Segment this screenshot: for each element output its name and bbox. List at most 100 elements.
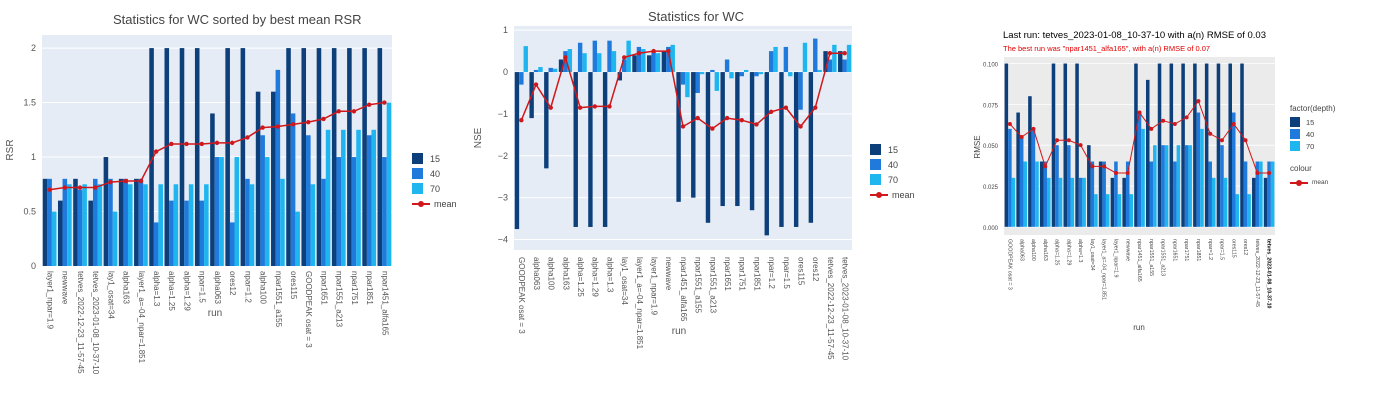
x-tick-label: layer1_npar=1.9 [1113,239,1119,277]
bar-70 [1176,145,1181,227]
x-tick-label: alpha100 [1030,239,1036,261]
bar-40 [260,135,265,266]
bar-15 [103,157,109,266]
bar-70 [817,69,822,73]
bar-15 [661,51,667,73]
mean-point [1125,170,1130,175]
x-tick-label: npar1551_a155 [274,271,283,328]
rmse-chart: 0.000 0.025 0.050 0.075 0.100 GOODPEAK osat =… [973,57,1275,332]
bar-40 [1184,145,1189,227]
legend-item-mean[interactable]: mean [870,187,915,202]
legend: 15 40 70 mean [870,142,915,202]
mean-point [533,82,539,87]
legend-item-70[interactable]: 70 [412,181,457,196]
mean-point [563,55,568,60]
legend-item-40[interactable]: 40 [870,157,915,172]
bar-15 [1051,63,1056,227]
bar-40 [783,46,789,73]
bar-70 [552,68,558,73]
legend-item-70[interactable]: 70 [870,172,915,187]
mean-point [1172,121,1177,126]
legend-label: 15 [430,153,441,164]
x-tick-label: layer1_a=-04_npar=1.851 [635,257,644,350]
bar-40 [1196,112,1201,227]
bar-70 [67,184,72,266]
bar-40 [351,157,357,266]
bar-15 [194,48,200,266]
bar-15 [134,178,139,266]
bar-70 [1211,177,1216,227]
x-tick-label: GOODPEAK osat = 3 [1006,239,1012,290]
legend-swatch [870,174,881,185]
mean-point [138,178,144,184]
bar-70 [295,211,300,266]
x-tick-label: npar1551_a155 [1148,239,1154,276]
bar-70 [1164,145,1169,227]
bar-15 [646,55,652,73]
bar-40 [827,59,833,73]
bar-40 [306,135,311,266]
bar-40 [651,51,656,73]
bar-15 [838,51,843,73]
bar-15 [225,48,230,266]
legend-line-swatch [1290,177,1308,188]
bar-15 [573,72,578,227]
bar-15 [1157,63,1162,227]
x-tick-label: lay1_osat=34 [1089,239,1095,271]
bar-15 [764,72,769,236]
legend-item-15[interactable]: 15 [412,151,457,166]
legend-item-40: 40 [1290,128,1335,140]
mean-point [230,140,235,146]
x-tick-label: npar1851 [752,257,761,291]
x-tick-label: ores115 [289,271,298,300]
chart-subtitle: The best run was "npar1451_alfa165", wit… [1003,44,1211,53]
mean-point [768,109,774,115]
bar-40 [245,178,250,266]
x-tick-label: ores12 [228,271,237,296]
rmse-chart-panel: Last run: tetves_2023-01-08_10-37-10 wit… [930,0,1386,405]
y-tick-label: 0.000 [983,226,999,232]
x-tick-label: npar1551_a213 [335,271,344,328]
bar-70 [670,44,675,73]
x-tick-label: npar1651 [1171,239,1177,261]
bar-40 [768,51,774,73]
x-tick-label: npar1551_a155 [694,257,703,314]
bar-40 [1102,161,1106,227]
bar-15 [720,72,725,207]
mean-point [108,179,113,185]
bar-70 [1223,177,1228,227]
bar-40 [1149,161,1154,227]
x-tick-label: tetves_2023-01-08_10-37-10 [841,257,850,361]
bar-15 [179,48,185,266]
mean-point [739,118,744,123]
bar-40 [813,38,818,73]
bar-40 [92,178,98,266]
legend-item-mean[interactable]: mean [412,196,457,211]
bar-40 [1043,161,1048,227]
bar-40 [1055,145,1059,227]
x-tick-label: alpha=1.29 [591,257,600,297]
legend-swatch [412,183,423,194]
legend-item-15[interactable]: 15 [870,142,915,157]
bar-15 [1169,63,1174,227]
legend-label: 15 [888,144,899,155]
legend-item-40[interactable]: 40 [412,166,457,181]
bar-70 [219,157,224,266]
bar-40 [1231,112,1236,227]
bar-40 [1243,161,1248,227]
mean-point [123,178,128,184]
y-tick-label: 0.5 [23,207,36,217]
bar-70 [325,129,331,266]
bar-70 [788,72,793,77]
bar-40 [519,72,524,85]
bar-40 [275,69,281,267]
bar-15 [255,91,261,267]
bar-40 [123,178,128,266]
mean-point [260,125,265,130]
x-tick-label: alpha=1.3 [152,271,161,307]
x-tick-label: tetves_2023-01-08_10-37-10 [1266,239,1272,309]
legend-item-15: 15 [1290,116,1335,128]
x-tick-label: npar=1.2 [1207,239,1213,260]
mean-point [1007,121,1012,126]
y-tick-label: 0 [503,67,508,77]
